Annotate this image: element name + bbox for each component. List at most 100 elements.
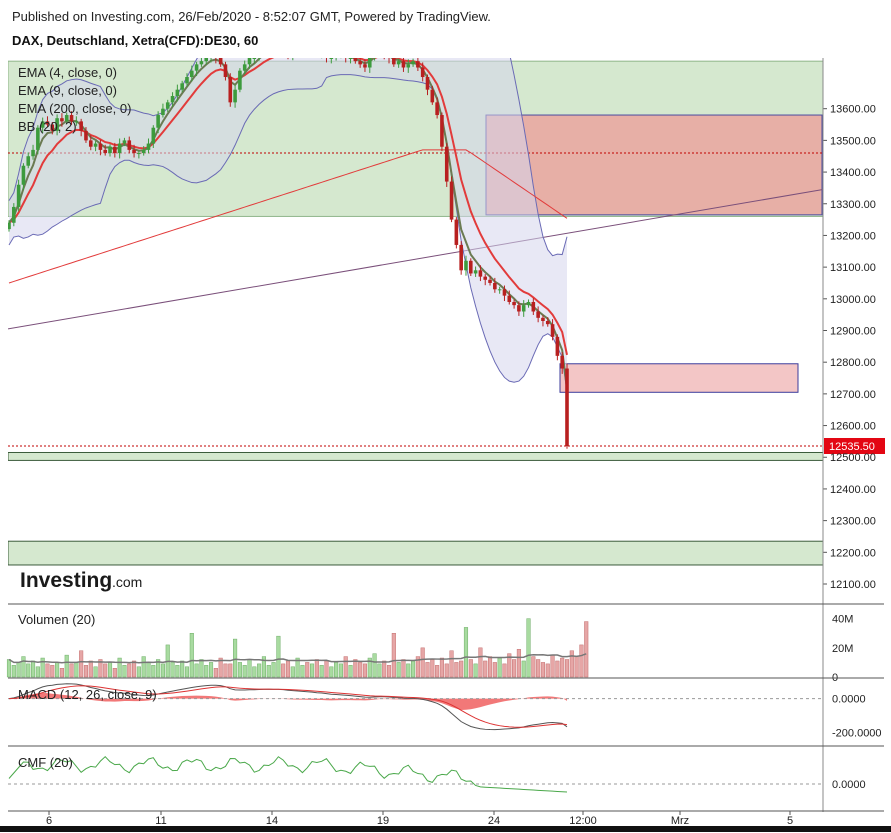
volume-bar [439, 657, 444, 678]
volume-bar [11, 665, 16, 678]
candle-body [435, 102, 439, 116]
candle-body [459, 244, 463, 271]
x-tick-label: 5 [787, 815, 793, 827]
volume-bar [367, 657, 372, 678]
candle-body [545, 320, 550, 325]
macd-line [8, 683, 568, 731]
candle-body [334, 55, 338, 58]
volume-bar [93, 666, 98, 678]
cmf-panel-bg [8, 747, 823, 810]
volume-bar [569, 650, 574, 678]
price-tick-label: 12800.00 [830, 357, 876, 369]
x-tick-label: 24 [488, 815, 500, 827]
candle-body [69, 115, 74, 122]
volume-bar [444, 663, 449, 678]
trendline [8, 189, 823, 330]
price-tick-label: 12400.00 [830, 484, 876, 496]
volume-bar [362, 663, 368, 678]
volume-bar [199, 659, 204, 678]
volume-bar [329, 666, 334, 678]
candle-body [8, 222, 11, 230]
volume-bar [237, 662, 242, 678]
candle-body [468, 260, 473, 274]
volume-bar [358, 662, 363, 678]
price-tick-label: 12700.00 [830, 389, 876, 401]
candle-body [93, 143, 98, 147]
volume-bar [266, 665, 271, 678]
candle-body [262, 48, 266, 51]
candle-body [199, 61, 204, 65]
candle-body [536, 311, 540, 318]
volume-bar [584, 621, 589, 678]
volume-bar [35, 666, 40, 678]
indicator-legend-item: BB (20, 2) [18, 119, 77, 134]
candle-body [79, 121, 83, 131]
volume-bar [536, 659, 541, 678]
macd-panel-bg [8, 679, 823, 745]
macd-tick-label: -200.0000 [832, 728, 882, 740]
volume-bar [50, 665, 55, 678]
candle-body [560, 355, 564, 369]
candle-body [521, 305, 526, 312]
candle-body [98, 143, 103, 150]
candle-body [425, 77, 430, 90]
volume-bar [117, 657, 122, 678]
candle-body [64, 115, 69, 122]
candle-body [305, 48, 309, 51]
volume-bar [228, 663, 233, 678]
candle-body [286, 48, 290, 54]
volume-bar [151, 665, 156, 678]
candle-body [281, 45, 285, 48]
volume-bar [184, 666, 190, 678]
x-tick-label: 12:00 [569, 815, 597, 827]
volume-bar [300, 665, 305, 678]
cmf-panel-label: CMF (20) [18, 755, 73, 770]
volume-bar [555, 660, 560, 678]
volume-bar [516, 649, 521, 678]
volume-bar [415, 656, 420, 678]
candle-body [117, 143, 122, 154]
candle-body [194, 64, 199, 71]
volume-bar [512, 659, 517, 678]
volume-bar [372, 653, 377, 678]
indicator-legend-item: EMA (4, close, 0) [18, 65, 117, 80]
volume-bar [271, 662, 276, 678]
volume-bar [310, 663, 315, 678]
last-price-label: 12535.50 [829, 441, 875, 453]
volume-bar [252, 666, 257, 678]
candle-body [392, 58, 396, 65]
volume-bar [473, 663, 478, 678]
volume-bar [21, 656, 26, 678]
candle-body [378, 48, 382, 51]
candle-body [517, 305, 521, 312]
last-price-tag [824, 437, 885, 454]
x-tick-label: 11 [155, 815, 166, 827]
candle-body [180, 83, 184, 90]
volume-bar [285, 660, 291, 678]
candle-body [122, 140, 127, 144]
indicator-legend-item: EMA (9, close, 0) [18, 83, 117, 98]
price-tick-label: 13600.00 [830, 104, 876, 116]
volume-bar [45, 663, 50, 678]
candle-body [531, 301, 536, 312]
volume-bar [276, 635, 281, 678]
volume-bar [564, 659, 570, 678]
volume-bar [146, 662, 151, 678]
candle-body [141, 149, 146, 154]
candle-body [242, 64, 247, 71]
price-tick-label: 12100.00 [830, 579, 876, 591]
volume-bar [348, 665, 353, 678]
candle-body [137, 153, 141, 155]
volume-bar [435, 665, 440, 678]
volume-bar [401, 659, 406, 678]
volume-bar [386, 665, 392, 678]
bollinger-upper-line [8, 58, 568, 257]
volume-bar [334, 662, 339, 678]
candle-body [291, 52, 295, 55]
volume-bar [112, 668, 117, 678]
volume-bar [487, 656, 493, 678]
price-tick-label: 13000.00 [830, 294, 876, 306]
candle-body [541, 317, 545, 321]
candle-body [416, 61, 420, 68]
